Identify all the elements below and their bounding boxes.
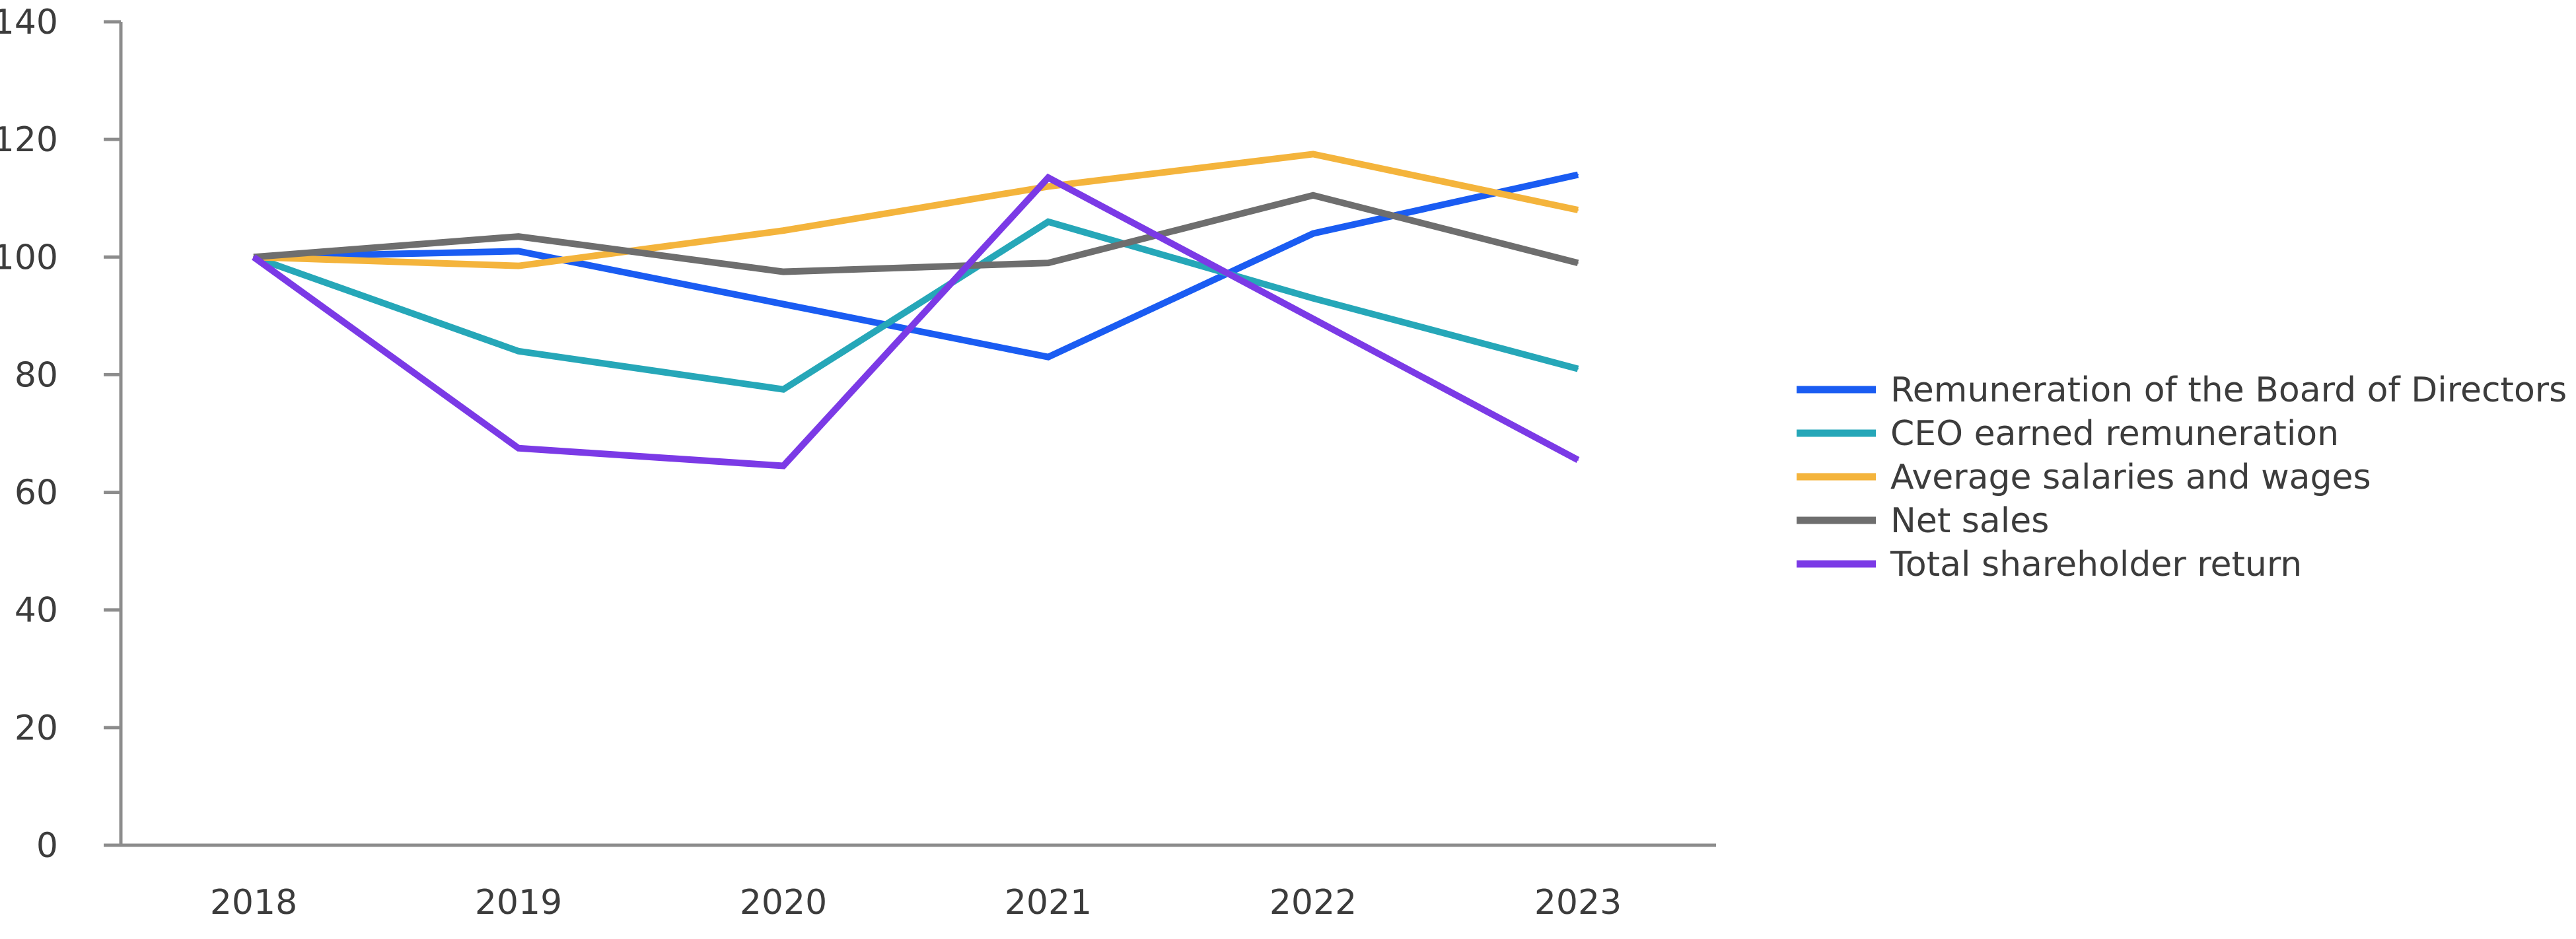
data-point [518, 236, 519, 238]
legend-label: Net sales [1890, 501, 2049, 541]
data-point [1048, 356, 1049, 358]
x-tick-label: 2019 [475, 883, 562, 922]
y-tick-label: 20 [15, 709, 58, 748]
x-tick-label: 2020 [740, 883, 827, 922]
y-tick-label: 60 [15, 473, 58, 513]
legend-item: Average salaries and wages [1797, 458, 2371, 497]
y-tick-label: 40 [15, 591, 58, 631]
legend-item: Total shareholder return [1797, 545, 2302, 584]
data-point [1312, 297, 1314, 299]
legend: Remuneration of the Board of DirectorsCE… [1797, 370, 2567, 584]
series-line-3 [253, 151, 1579, 269]
series-layer [252, 151, 1580, 470]
data-point [1312, 194, 1314, 196]
series-line-2 [252, 218, 1579, 393]
data-point [1312, 232, 1314, 234]
legend-label: Average salaries and wages [1890, 458, 2371, 497]
data-point [783, 303, 784, 305]
data-point [1577, 459, 1579, 461]
data-point [1048, 221, 1049, 223]
data-point [1577, 368, 1579, 370]
x-axis: 2018 2019 2020 2021 2022 2023 [121, 843, 1716, 922]
y-tick-label: 100 [0, 238, 58, 277]
legend-item: Net sales [1797, 501, 2049, 541]
data-point [518, 250, 519, 252]
data-point [783, 388, 784, 390]
series-line-5 [252, 173, 1580, 470]
data-point [1048, 186, 1049, 188]
legend-label: Remuneration of the Board of Directors [1890, 370, 2567, 410]
data-point [1577, 209, 1579, 211]
data-point [783, 271, 784, 273]
legend-item: CEO earned remuneration [1797, 414, 2339, 454]
data-point [1577, 174, 1579, 176]
data-point [253, 256, 254, 258]
data-point [518, 265, 519, 267]
legend-item: Remuneration of the Board of Directors [1797, 370, 2567, 410]
y-tick-label: 140 [0, 3, 58, 42]
x-tick-label: 2023 [1534, 883, 1622, 922]
legend-label: Total shareholder return [1890, 545, 2302, 584]
series-line-4 [253, 191, 1579, 275]
data-point [1577, 262, 1579, 264]
data-point [518, 447, 519, 449]
y-tick-label: 80 [15, 355, 58, 395]
x-tick-label: 2021 [1005, 883, 1092, 922]
legend-label: CEO earned remuneration [1890, 414, 2339, 454]
data-point [1312, 153, 1314, 155]
data-point [1312, 318, 1314, 320]
data-point [1048, 177, 1049, 179]
x-tick-label: 2022 [1270, 883, 1357, 922]
data-point [1048, 262, 1049, 264]
series-line-1 [253, 171, 1579, 361]
x-tick-label: 2018 [210, 883, 297, 922]
y-tick-label: 0 [36, 826, 58, 866]
data-point [783, 230, 784, 232]
y-axis: 0 20 40 60 80 100 120 140 [0, 3, 123, 866]
data-point [518, 350, 519, 352]
data-point [783, 465, 784, 467]
y-tick-label: 120 [0, 120, 58, 160]
